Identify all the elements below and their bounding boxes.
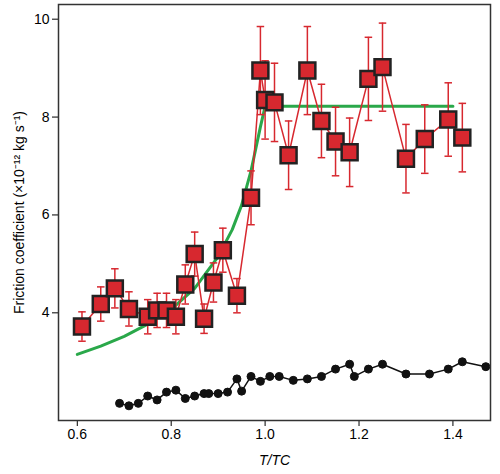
svg-text:1.0: 1.0 (255, 426, 275, 442)
svg-text:Friction coefficient (×10⁻¹² k: Friction coefficient (×10⁻¹² kg s⁻¹) (11, 111, 27, 314)
svg-text:1.4: 1.4 (443, 426, 463, 442)
svg-text:10: 10 (34, 11, 50, 27)
svg-text:1.2: 1.2 (349, 426, 369, 442)
svg-text:8: 8 (42, 109, 50, 125)
svg-text:4: 4 (42, 304, 50, 320)
svg-text:6: 6 (42, 206, 50, 222)
svg-text:0.6: 0.6 (68, 426, 88, 442)
svg-text:0.8: 0.8 (161, 426, 181, 442)
svg-text:T/TC: T/TC (259, 452, 291, 468)
